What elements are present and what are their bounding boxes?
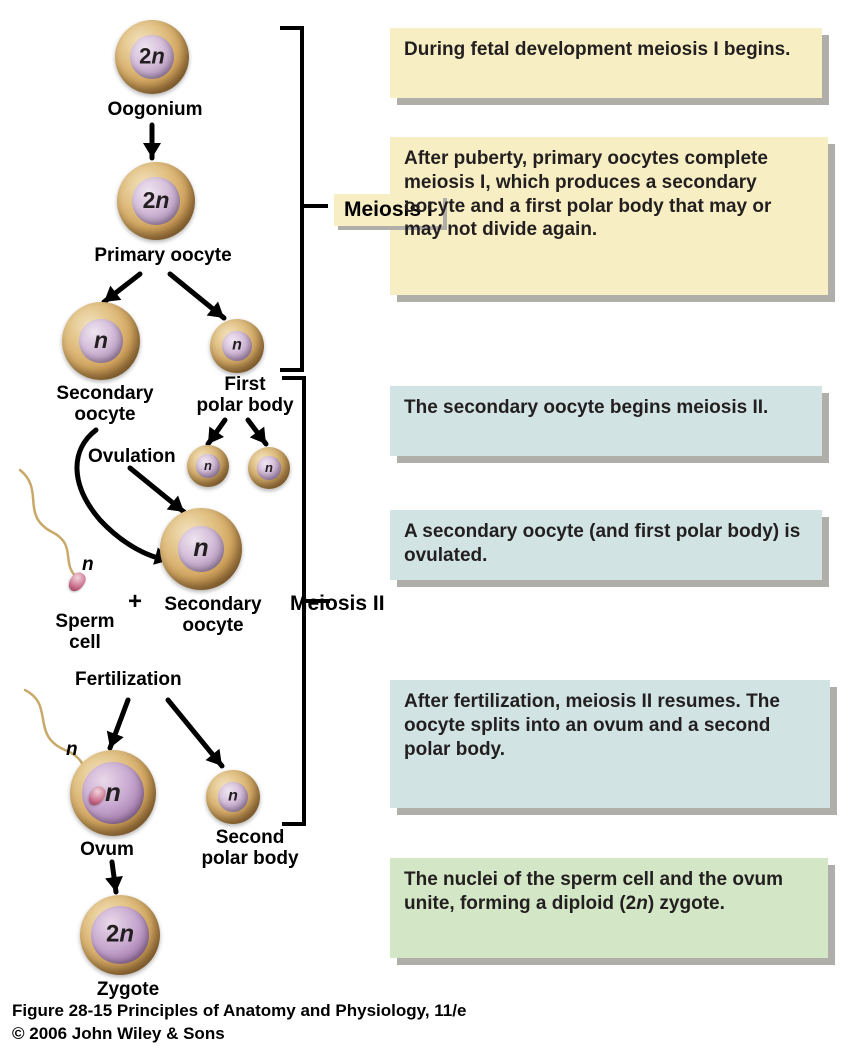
cell-fpb: n (210, 319, 264, 373)
cell-primary: 2n (117, 162, 195, 240)
ploidy-label: n (66, 740, 78, 761)
cell-label: Secondaryoocyte (148, 595, 278, 637)
plus-sign: + (128, 588, 142, 616)
cell-ovum: n (70, 750, 156, 836)
cell-pb_small2: n (248, 447, 290, 489)
desc-box: The secondary oocyte begins meiosis II. (390, 386, 822, 456)
cell-label: Firstpolar body (180, 375, 310, 417)
cell-secondary2: n (160, 508, 242, 590)
cell-label: Ovum (62, 840, 152, 861)
figure-caption: Figure 28-15 Principles of Anatomy and P… (12, 1000, 466, 1046)
cell-zygote: 2n (80, 895, 160, 975)
stage-label: Fertilization (75, 670, 225, 691)
desc-box: After puberty, primary oocytes complete … (390, 137, 828, 295)
cell-label: Secondaryoocyte (35, 384, 175, 426)
bracket (300, 26, 304, 372)
stage-label: Ovulation (88, 447, 208, 468)
desc-box: A secondary oocyte (and first polar body… (390, 510, 822, 580)
cell-secondary1: n (62, 302, 140, 380)
ploidy-label: n (82, 555, 94, 576)
cell-oogonium: 2n (115, 20, 189, 94)
cell-spb: n (206, 770, 260, 824)
desc-box: After fertilization, meiosis II resumes.… (390, 680, 830, 808)
desc-box: The nuclei of the sperm cell and the ovu… (390, 858, 828, 958)
cell-label: Primary oocyte (78, 246, 248, 267)
desc-box: During fetal development meiosis I begin… (390, 28, 822, 98)
sperm-label: Spermcell (40, 612, 130, 654)
cell-label: Oogonium (100, 100, 210, 121)
cell-label: Secondpolar body (180, 828, 320, 870)
phase-label: Meiosis II (290, 592, 385, 616)
cell-label: Zygote (78, 980, 178, 1001)
